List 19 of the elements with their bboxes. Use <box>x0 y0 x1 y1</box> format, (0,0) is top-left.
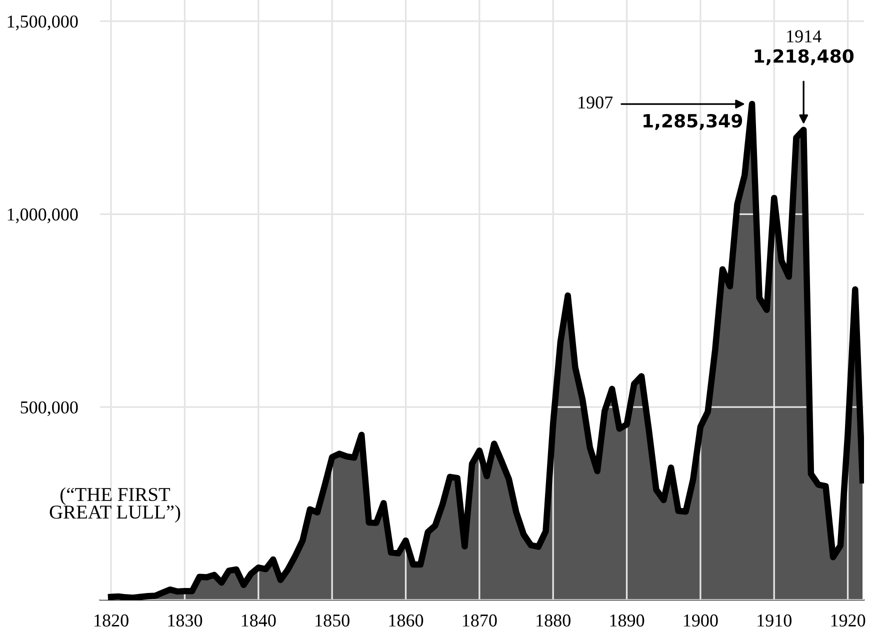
annotation: 1,285,349 <box>644 114 742 130</box>
x-tick-label: 1900 <box>684 614 718 627</box>
annotation: (“THE FIRST GREAT LULL”) <box>50 487 180 523</box>
annotation: 1914 <box>787 30 822 42</box>
x-tick-label: 1860 <box>389 614 424 627</box>
x-tick-label: 1840 <box>242 614 276 627</box>
annotation: 1,218,480 <box>754 49 854 66</box>
y-tick-label: 1,000,000 <box>8 208 78 224</box>
x-tick-label: 1920 <box>831 614 866 627</box>
y-tick-label: 1,500,000 <box>8 15 78 30</box>
x-tick-label: 1910 <box>758 614 792 627</box>
x-tick-label: 1820 <box>94 614 128 627</box>
annotation: 1907 <box>578 96 613 109</box>
x-tick-label: 1830 <box>168 614 202 627</box>
x-tick-label: 1850 <box>316 614 350 627</box>
x-tick-label: 1870 <box>462 614 497 627</box>
x-tick-label: 1890 <box>610 614 644 627</box>
x-tick-label: 1880 <box>536 614 570 627</box>
y-tick-label: 500,000 <box>20 401 78 416</box>
